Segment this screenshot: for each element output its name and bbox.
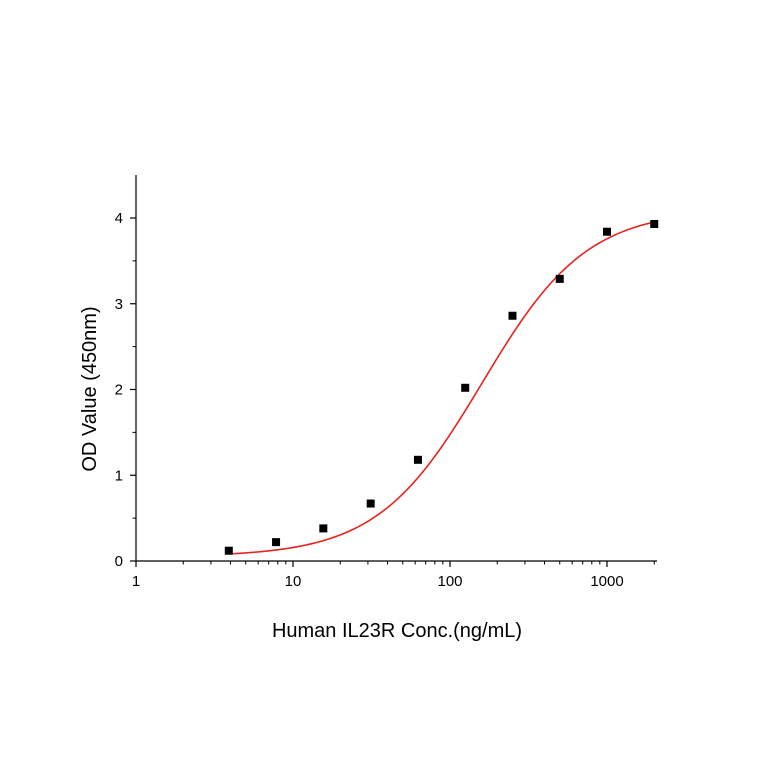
- x-tick-label: 1000: [590, 573, 623, 590]
- data-point: [224, 546, 233, 555]
- y-tick-label: 4: [115, 210, 123, 227]
- data-point: [319, 524, 328, 533]
- fit-curve-group: [228, 221, 655, 555]
- x-tick-label: 1: [132, 573, 140, 590]
- data-points: [224, 220, 659, 555]
- y-tick-label: 0: [115, 553, 123, 570]
- x-tick-label: 10: [285, 573, 302, 590]
- data-point: [650, 220, 659, 229]
- y-tick-label: 3: [115, 296, 123, 313]
- data-point: [366, 499, 375, 508]
- data-point: [413, 455, 422, 464]
- y-tick-label: 1: [115, 467, 123, 484]
- y-axis-title: OD Value (450nm): [79, 306, 101, 471]
- x-axis-title: Human IL23R Conc.(ng/mL): [272, 620, 522, 642]
- data-point: [508, 311, 517, 320]
- data-point: [272, 538, 281, 547]
- data-point: [603, 227, 611, 236]
- data-point: [555, 274, 564, 283]
- x-tick-label: 100: [437, 573, 462, 590]
- y-tick-label: 2: [115, 382, 123, 399]
- data-point: [461, 383, 470, 392]
- fit-curve: [228, 221, 655, 555]
